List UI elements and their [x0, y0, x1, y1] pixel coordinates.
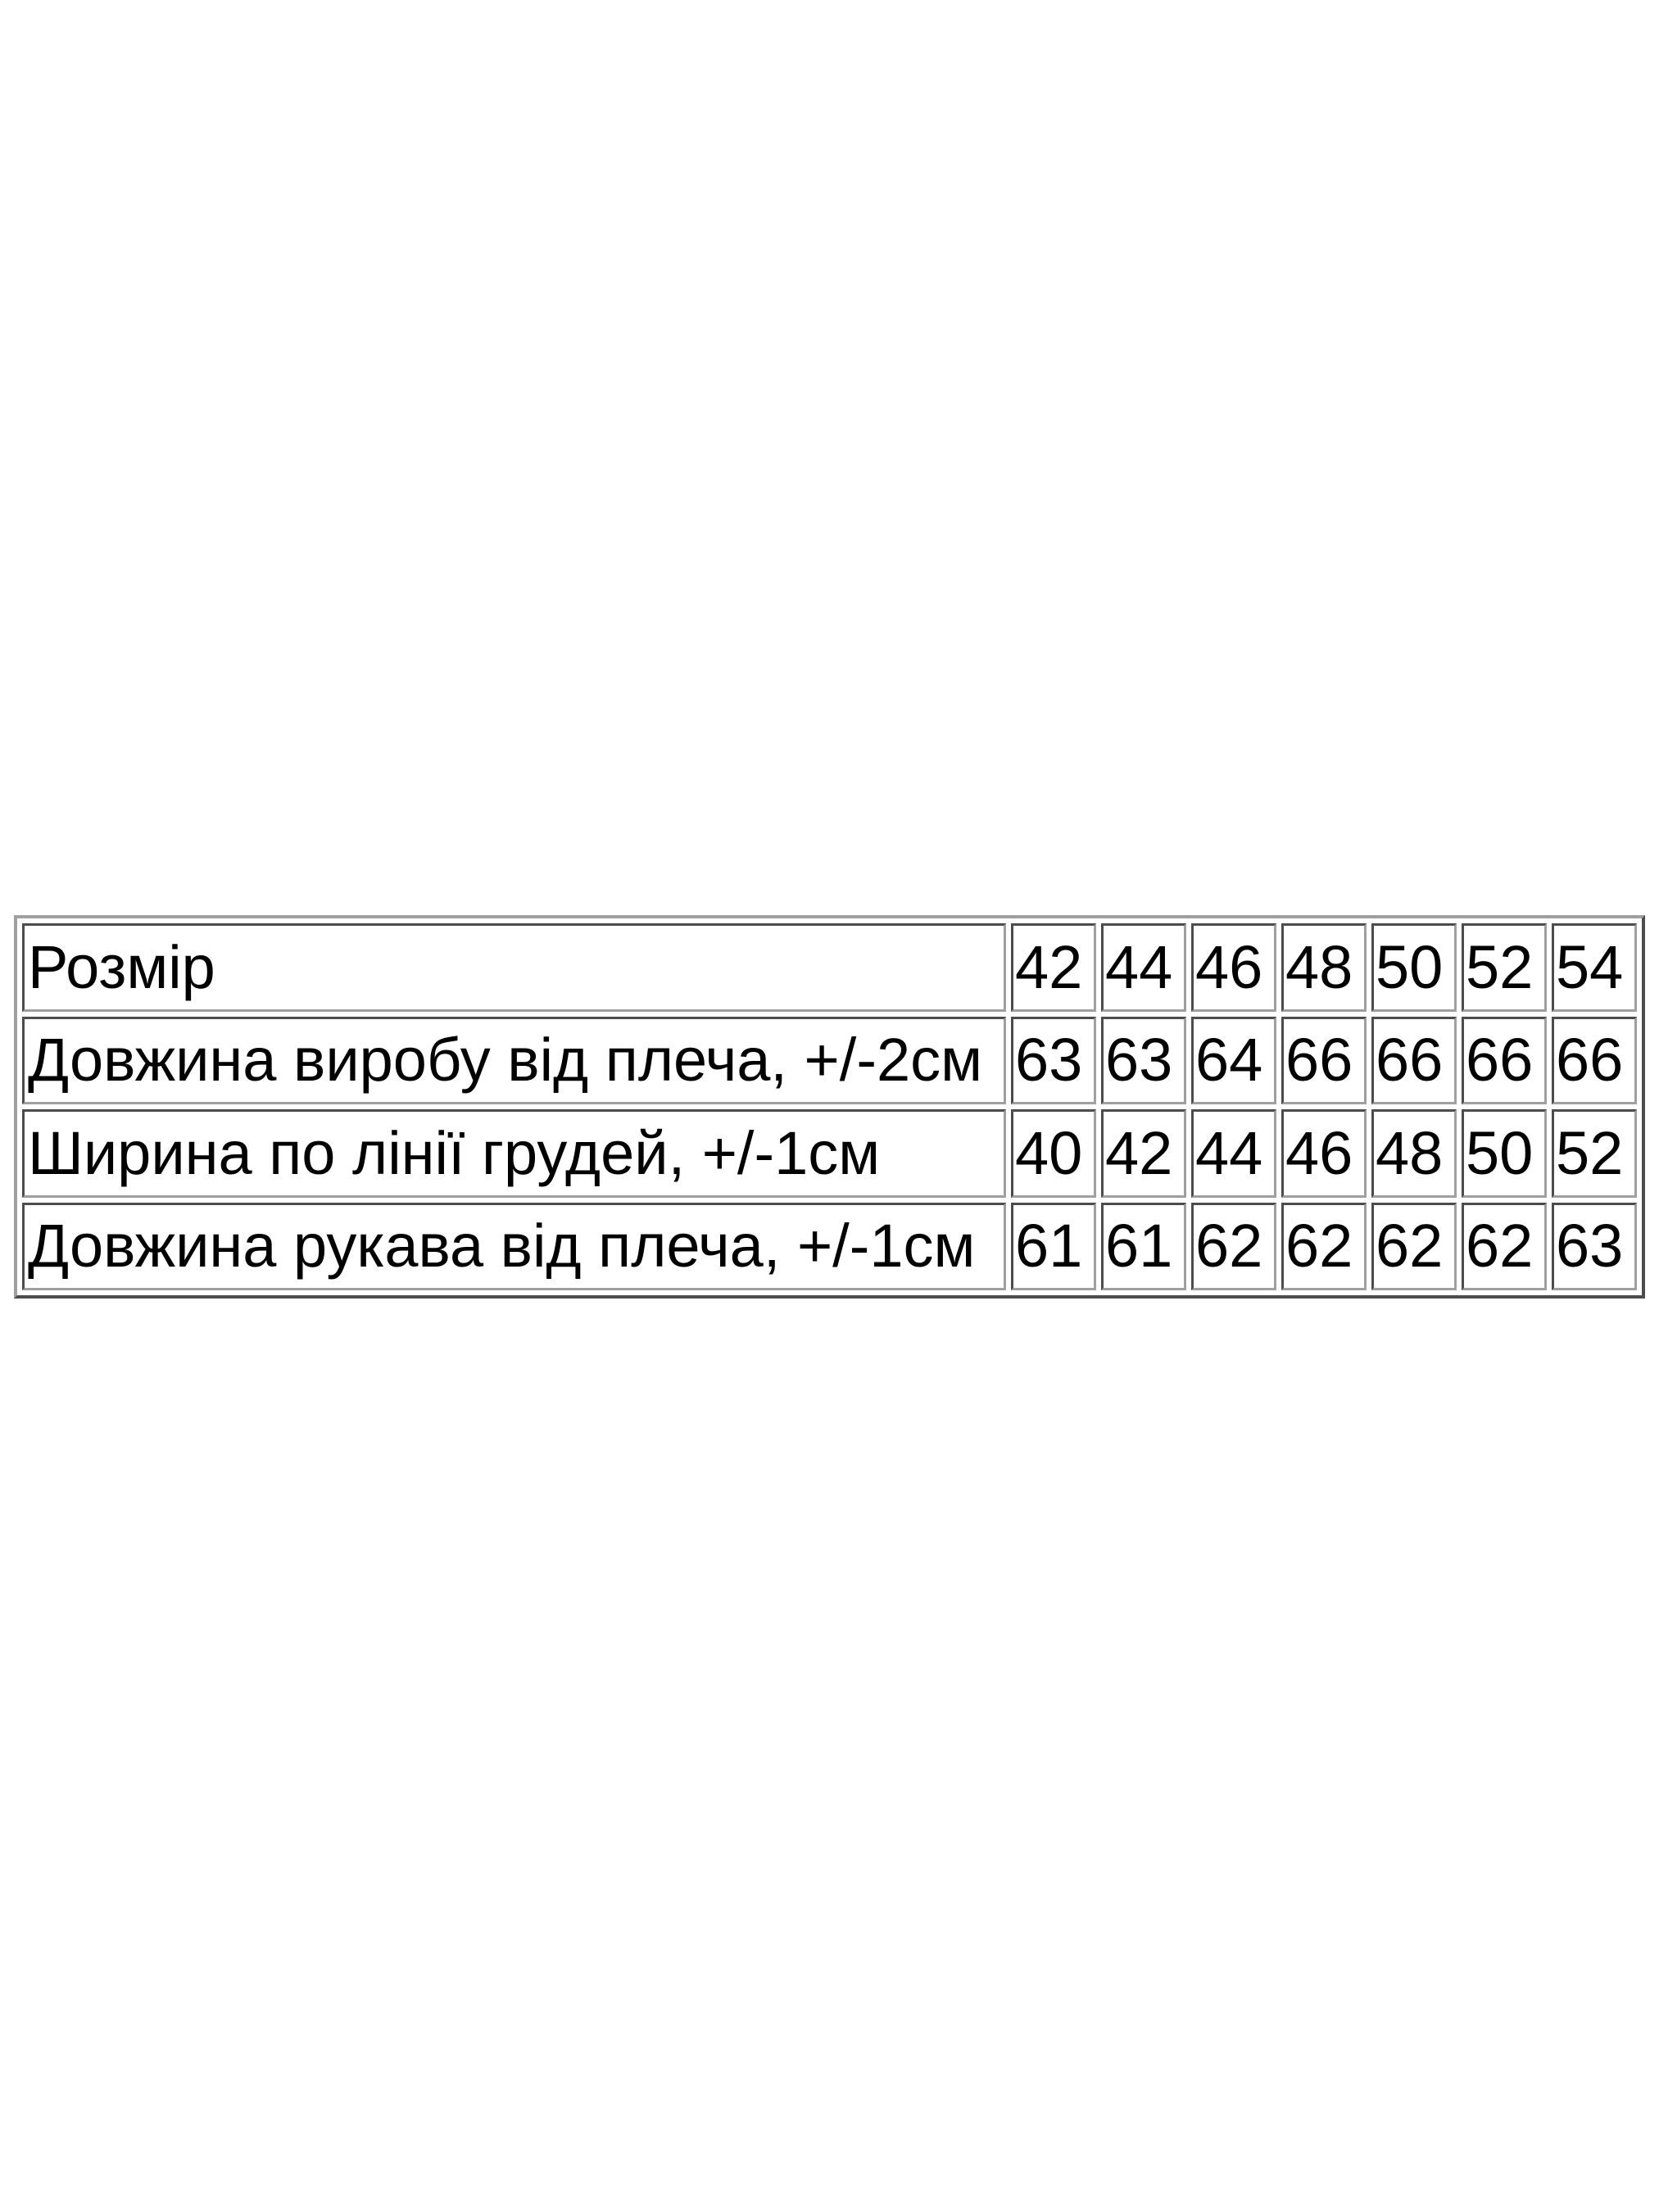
table-row: Довжина виробу від плеча, +/-2см 63 63 64 66… — [22, 1016, 1637, 1104]
measurement-value: 61 — [1101, 1202, 1186, 1290]
size-value: 46 — [1191, 923, 1276, 1012]
size-header-row: Розмір 42 44 46 48 50 52 54 — [22, 923, 1637, 1012]
measurement-value: 66 — [1552, 1016, 1637, 1104]
measurement-value: 44 — [1191, 1109, 1276, 1198]
measurement-value: 62 — [1462, 1202, 1547, 1290]
size-value: 48 — [1281, 923, 1367, 1012]
measurement-value: 66 — [1371, 1016, 1457, 1104]
measurement-value: 62 — [1371, 1202, 1457, 1290]
row-label: Довжина виробу від плеча, +/-2см — [22, 1016, 1006, 1104]
row-label: Розмір — [22, 923, 1006, 1012]
size-value: 52 — [1462, 923, 1547, 1012]
table-row: Довжина рукава від плеча, +/-1см 61 61 62 62… — [22, 1202, 1637, 1290]
measurement-value: 63 — [1011, 1016, 1096, 1104]
measurement-value: 66 — [1462, 1016, 1547, 1104]
measurement-value: 50 — [1462, 1109, 1547, 1198]
measurement-value: 63 — [1101, 1016, 1186, 1104]
measurement-value: 42 — [1101, 1109, 1186, 1198]
size-table: Розмір 42 44 46 48 50 52 54 Довжина виробу від п… — [14, 915, 1645, 1299]
measurement-value: 62 — [1281, 1202, 1367, 1290]
size-value: 42 — [1011, 923, 1096, 1012]
measurement-value: 62 — [1191, 1202, 1276, 1290]
measurement-value: 63 — [1552, 1202, 1637, 1290]
measurement-value: 48 — [1371, 1109, 1457, 1198]
measurement-value: 52 — [1552, 1109, 1637, 1198]
table-row: Ширина по лінії грудей, +/-1см 40 42 44 46 48… — [22, 1109, 1637, 1198]
measurement-value: 66 — [1281, 1016, 1367, 1104]
row-label: Ширина по лінії грудей, +/-1см — [22, 1109, 1006, 1198]
size-value: 54 — [1552, 923, 1637, 1012]
measurement-value: 40 — [1011, 1109, 1096, 1198]
size-value: 44 — [1101, 923, 1186, 1012]
measurement-value: 46 — [1281, 1109, 1367, 1198]
size-value: 50 — [1371, 923, 1457, 1012]
row-label: Довжина рукава від плеча, +/-1см — [22, 1202, 1006, 1290]
measurement-value: 64 — [1191, 1016, 1276, 1104]
measurement-value: 61 — [1011, 1202, 1096, 1290]
